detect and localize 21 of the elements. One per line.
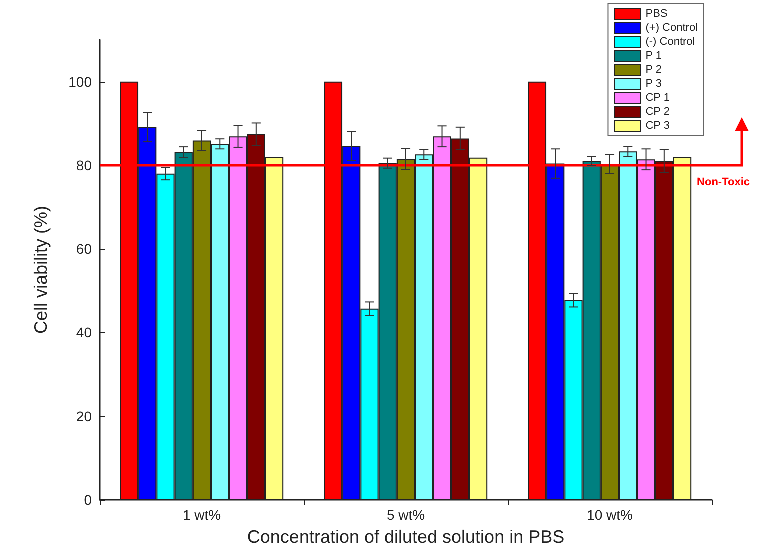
x-tick-label: 5 wt%: [386, 507, 426, 523]
ref-line-label: Non-Toxic: [697, 176, 750, 188]
legend-label: P 3: [646, 78, 662, 90]
y-tick-label: 20: [76, 408, 92, 424]
y-axis-title: Cell viability (%): [31, 206, 51, 334]
y-tick-label: 80: [76, 157, 92, 174]
x-tick-label: 1 wt%: [182, 507, 222, 523]
y-tick-label: 100: [68, 74, 92, 90]
legend-label: CP 3: [646, 120, 670, 132]
legend-label: P 2: [646, 64, 662, 76]
y-tick-label: 40: [76, 324, 92, 341]
x-axis-title: Concentration of diluted solution in PBS: [247, 527, 565, 547]
legend-label: (+) Control: [646, 22, 698, 34]
x-tick-label: 10 wt%: [587, 507, 633, 523]
legend-label: CP 1: [646, 92, 670, 104]
legend-label: PBS: [646, 8, 668, 20]
legend-label: P 1: [646, 50, 662, 62]
legend-label: (-) Control: [646, 36, 696, 48]
y-tick-label: 60: [76, 241, 92, 258]
legend-label: CP 2: [646, 106, 670, 118]
y-tick-label: 0: [84, 492, 92, 508]
